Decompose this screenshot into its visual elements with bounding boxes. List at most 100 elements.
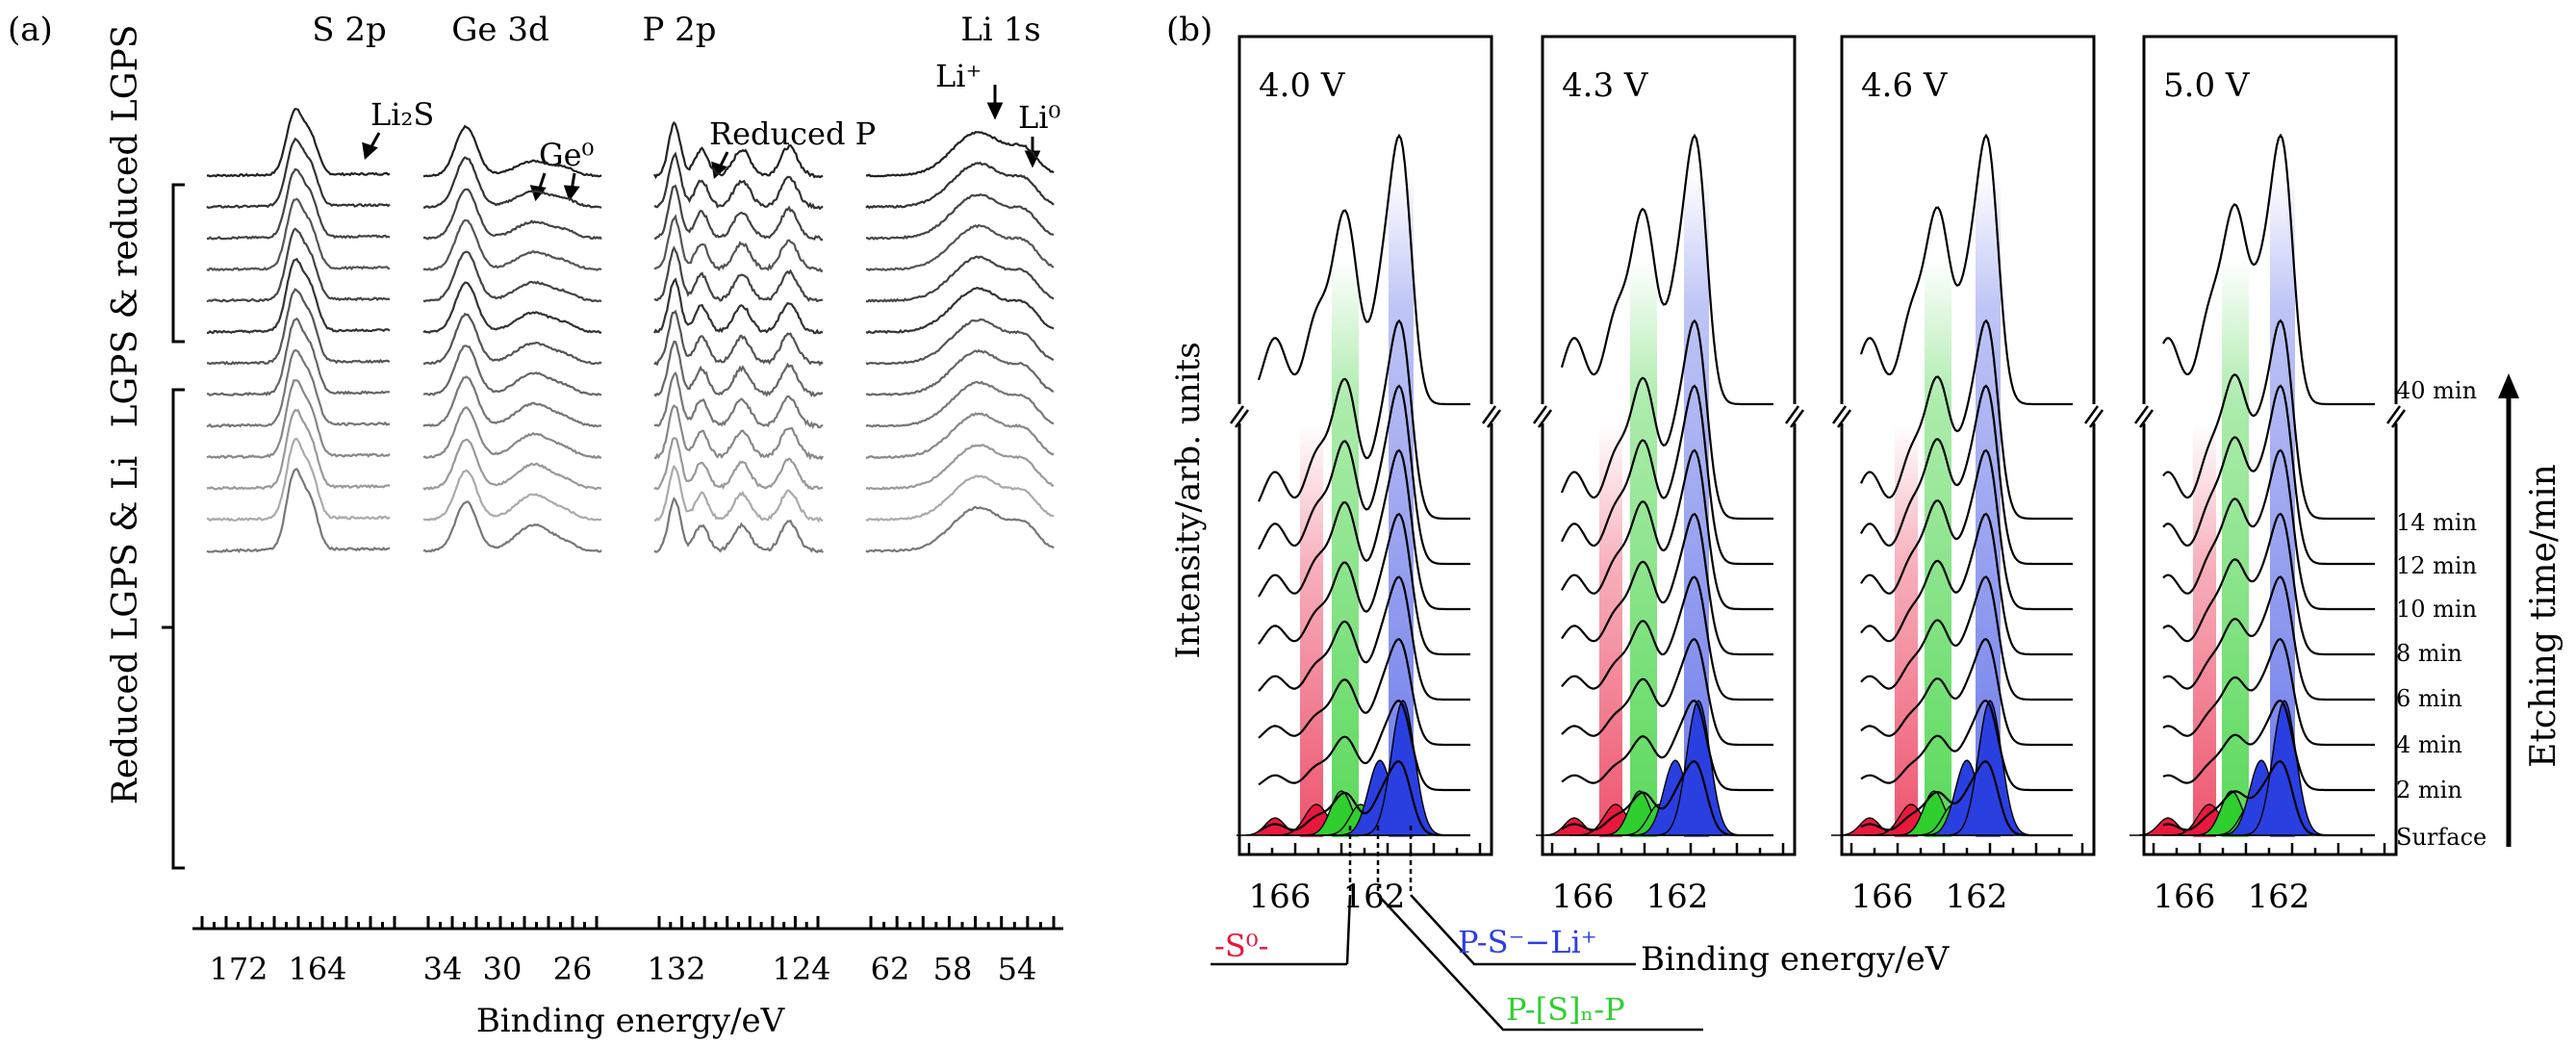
spectrum-b-line [1860, 512, 2073, 656]
spectrum-a-line [866, 193, 1055, 241]
axis-break-mark [1836, 409, 1852, 428]
axis-b-xlabel: Binding energy/eV [1641, 940, 1951, 979]
etching-6: 6 min [2396, 685, 2462, 712]
band-psnp [1630, 260, 1657, 837]
spectrum-a-line [865, 444, 1054, 491]
spectrum-a-line [653, 497, 824, 554]
etching-14: 14 min [2396, 509, 2477, 536]
spectrum-a-line [865, 474, 1055, 523]
tick-a-164: 164 [288, 951, 346, 987]
spectrum-b-line [1561, 512, 1773, 656]
axis-break-mark [2385, 405, 2402, 424]
spectrum-b-line [1561, 384, 1773, 566]
voltage-panel-frame [1541, 35, 1797, 856]
region-title-p2p: P 2p [642, 11, 716, 49]
axis-b-ylabel: Intensity/arb. units [1169, 342, 1208, 658]
spectrum-a-line [206, 348, 391, 428]
axis-break-mark [1229, 405, 1245, 424]
spectrum-a-line [206, 468, 390, 553]
spectrum-b-line [2162, 384, 2375, 566]
spectrum-a-line [422, 312, 602, 366]
spectrum-a-line [865, 161, 1055, 210]
tick-b-162: 162 [1646, 878, 1709, 916]
annotation-li-plus: Li⁺ [935, 58, 982, 94]
band-psnp [2222, 260, 2249, 837]
band-psnp [1925, 260, 1951, 837]
axis-break-mark [1481, 405, 1497, 424]
spectrum-a-line [422, 469, 602, 522]
tick-a-124: 124 [772, 951, 830, 987]
axis-break-mark [2083, 405, 2100, 424]
panel-a-label: (a) [8, 11, 53, 49]
spectrum-a-line [422, 405, 602, 460]
spectrum-a-line [206, 108, 391, 178]
spectrum-a-line [422, 250, 602, 303]
spectrum-a-line [206, 197, 391, 272]
spectrum-b-line [1860, 760, 2073, 837]
spectrum-b-line [1859, 133, 2073, 406]
spectrum-b-line [1258, 448, 1470, 611]
axis-break-mark [2133, 405, 2150, 424]
axis-break-mark [1789, 409, 1805, 428]
region-title-s2p: S 2p [312, 11, 387, 49]
panel-b-label: (b) [1166, 11, 1212, 49]
spectra-a [206, 108, 1055, 554]
spectrum-b-line [1860, 448, 2073, 611]
spectrum-b-line [2162, 448, 2375, 611]
axis-break-mark [1831, 405, 1848, 424]
spectrum-a-line [206, 227, 391, 303]
spectrum-b-line [1258, 637, 1470, 747]
spectrum-b-line [1258, 760, 1470, 837]
spectrum-a-line [865, 255, 1055, 303]
voltage-panel: 4.3 V 166 162 [1532, 35, 1805, 916]
spectrum-a-line [865, 287, 1055, 335]
annotation-reduced-p: Reduced P [709, 115, 876, 152]
tick-b-166: 166 [1851, 878, 1914, 916]
voltage-label: 4.3 V [1562, 66, 1649, 105]
spectrum-a-line [653, 309, 824, 367]
spectrum-b-line [2162, 760, 2375, 837]
spectrum-a-line [653, 184, 824, 242]
axis-break-mark [1537, 409, 1553, 428]
spectrum-a-line [423, 156, 602, 210]
voltage-label: 4.6 V [1861, 66, 1949, 105]
axis-a-xlabel: Binding energy/eV [476, 1002, 786, 1040]
spectrum-a-line [422, 438, 602, 491]
spectrum-a-line [653, 151, 824, 211]
spectrum-a-line [422, 344, 601, 396]
voltage-label: 4.0 V [1259, 66, 1346, 105]
axis-break-mark [1234, 409, 1250, 428]
tick-a-62: 62 [871, 951, 910, 987]
spectrum-b-line [1258, 384, 1470, 566]
spectrum-a-line [422, 500, 602, 553]
region-title-li1s: Li 1s [960, 11, 1040, 49]
spectrum-a-line [653, 404, 824, 461]
spectrum-a-line [206, 288, 391, 366]
tick-a-172: 172 [209, 951, 268, 987]
spectrum-a-line [422, 375, 602, 428]
spectrum-a-line [653, 437, 824, 491]
spectrum-a-line [865, 380, 1055, 428]
spectrum-a-line [206, 437, 391, 523]
voltage-panel: 4.0 V 166 162 [1229, 35, 1502, 916]
etching-2: 2 min [2396, 777, 2462, 804]
tick-b-166: 166 [2154, 878, 2216, 916]
spectrum-a-line [653, 340, 824, 398]
legend-s0: -S⁰- [1214, 928, 1268, 964]
etching-surface: Surface [2396, 824, 2487, 851]
spectrum-b-line [1860, 384, 2073, 566]
tick-a-26: 26 [553, 951, 593, 987]
tick-b-166: 166 [1249, 878, 1312, 916]
etching-10: 10 min [2396, 596, 2477, 623]
spectrum-a-line [422, 124, 602, 178]
legend-leaders [1211, 826, 1703, 1032]
bracket-lower [162, 388, 185, 870]
spectrum-b-line [1561, 448, 1773, 611]
voltage-panel-frame [1237, 35, 1493, 856]
axis-break-mark [1532, 405, 1548, 424]
spectrum-a-line [865, 505, 1055, 553]
spectrum-a-line [422, 218, 602, 271]
spectrum-b-line [1860, 319, 2073, 521]
etching-40: 40 min [2396, 377, 2477, 404]
spectrum-b-line [2162, 638, 2375, 747]
